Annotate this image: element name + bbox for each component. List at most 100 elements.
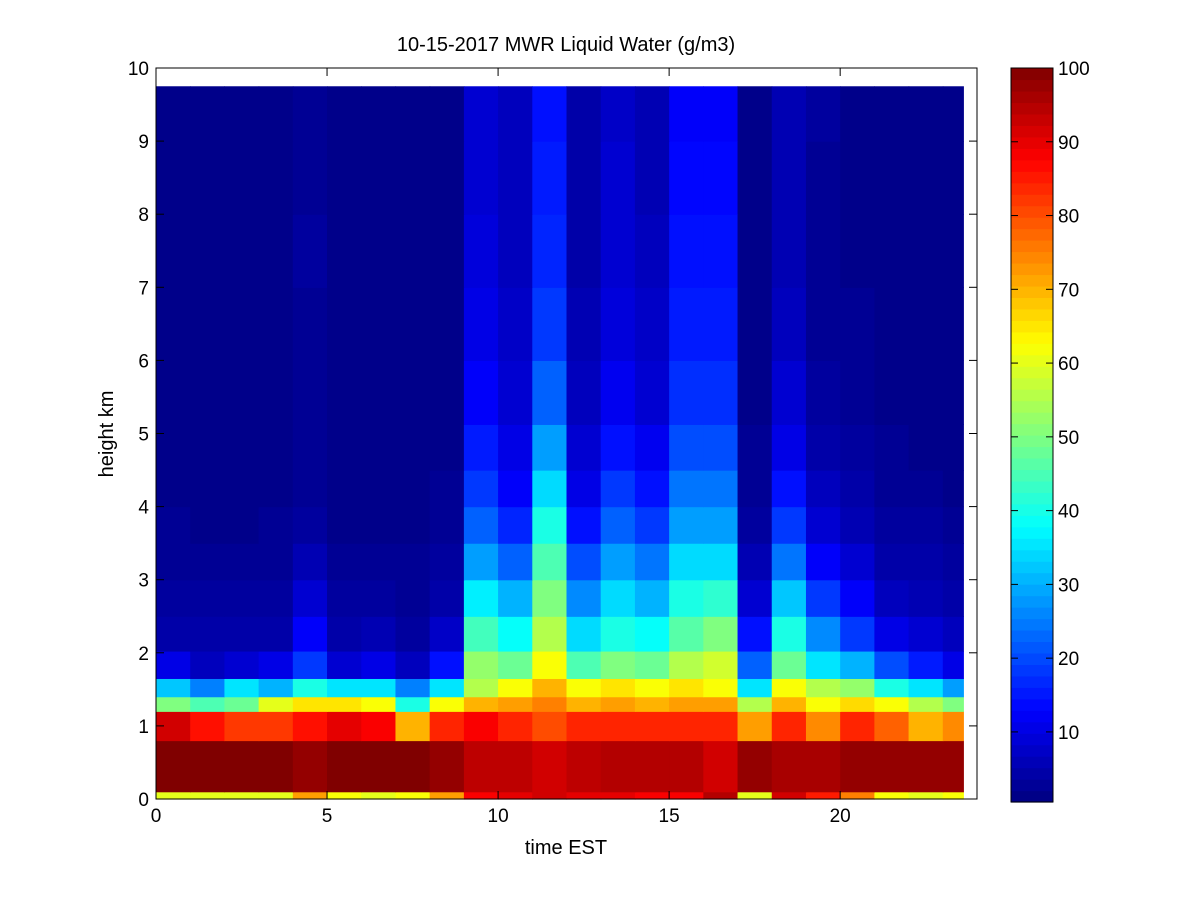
colorbar-segment [1011, 629, 1053, 643]
heatmap-cell [942, 696, 964, 712]
heatmap-cell [190, 141, 226, 215]
x-tick-label: 10 [488, 806, 509, 827]
heatmap-cell [874, 678, 910, 698]
heatmap-cell [429, 470, 465, 508]
heatmap-cell [292, 470, 328, 508]
heatmap-cell [805, 360, 841, 425]
heatmap-cell [771, 214, 807, 288]
heatmap-cell [874, 506, 910, 544]
heatmap-cell [600, 678, 636, 698]
y-tick-label: 5 [138, 425, 149, 446]
heatmap-cell [874, 791, 910, 800]
colorbar-segment [1011, 607, 1053, 620]
heatmap-cell [566, 791, 602, 800]
colorbar-tick-label: 100 [1058, 59, 1090, 80]
heatmap-cell [498, 678, 533, 698]
heatmap-cell [805, 543, 841, 581]
heatmap-cell [669, 650, 704, 679]
heatmap-cell [942, 470, 964, 508]
heatmap-cell [840, 711, 875, 742]
heatmap-cell [840, 543, 875, 581]
heatmap-cell [395, 711, 431, 742]
heatmap-cell [703, 506, 739, 544]
colorbar-segment [1011, 652, 1053, 665]
heatmap-cell [532, 141, 568, 215]
colorbar-segment [1011, 113, 1053, 126]
heatmap-cell [805, 740, 841, 793]
heatmap-cell [258, 86, 294, 142]
heatmap-cell [805, 579, 841, 617]
colorbar-segment [1011, 148, 1053, 161]
heatmap-cell [156, 740, 191, 793]
colorbar-segment [1011, 297, 1053, 310]
heatmap-cell [532, 470, 568, 508]
heatmap-cell [703, 650, 739, 679]
heatmap-cell [566, 470, 602, 508]
heatmap-cell [703, 141, 739, 215]
heatmap-cell [600, 650, 636, 679]
heatmap-cell [669, 678, 704, 698]
heatmap-cell [292, 360, 328, 425]
x-tick-label: 20 [830, 806, 851, 827]
heatmap-cell [942, 424, 964, 471]
heatmap-cell [805, 141, 841, 215]
heatmap-cell [634, 424, 670, 471]
heatmap-cell [634, 86, 670, 142]
y-tick-label: 6 [138, 351, 149, 372]
heatmap-cell [463, 86, 499, 142]
heatmap-cell [669, 424, 704, 471]
y-tick-label: 4 [138, 498, 149, 519]
heatmap-cell [908, 791, 944, 800]
heatmap-cell [771, 141, 807, 215]
colorbar-segment [1011, 526, 1053, 539]
heatmap-cell [874, 141, 910, 215]
heatmap-cell [498, 650, 533, 679]
colorbar-segment [1011, 561, 1053, 574]
heatmap-cell [156, 791, 191, 800]
heatmap-cell [498, 470, 533, 508]
colorbar-ticks: 10 20 30 40 50 60 70 80 90 100 [1011, 59, 1090, 744]
heatmap-cell [600, 287, 636, 361]
heatmap-cell [224, 470, 260, 508]
heatmap-cell [224, 287, 260, 361]
heatmap-cell [600, 791, 636, 800]
heatmap-cell [429, 711, 465, 742]
heatmap-cell [463, 740, 499, 793]
heatmap-cell [224, 678, 260, 698]
heatmap-cell [942, 650, 964, 679]
heatmap-cell [327, 543, 362, 581]
heatmap-cell [327, 740, 362, 793]
heatmap-cell [429, 740, 465, 793]
heatmap-cell [327, 470, 362, 508]
heatmap-cell [327, 711, 362, 742]
colorbar-segment [1011, 733, 1053, 746]
heatmap-cell [737, 86, 773, 142]
heatmap-cell [703, 696, 739, 712]
colorbar-segment [1011, 423, 1053, 436]
heatmap-cell [840, 141, 875, 215]
heatmap-cell [156, 696, 191, 712]
heatmap-cell [463, 470, 499, 508]
heatmap-cell [566, 543, 602, 581]
colorbar-segment [1011, 756, 1053, 769]
heatmap-cell [327, 616, 362, 652]
heatmap-cell [942, 791, 964, 800]
heatmap-cell [874, 740, 910, 793]
heatmap-cell [156, 579, 191, 617]
heatmap-cell [361, 678, 397, 698]
heatmap-cell [600, 696, 636, 712]
heatmap-cell [532, 650, 568, 679]
heatmap-cell [395, 616, 431, 652]
heatmap-cell [429, 579, 465, 617]
heatmap-cell [327, 579, 362, 617]
heatmap-cell [463, 360, 499, 425]
heatmap-cell [737, 470, 773, 508]
heatmap-cell [463, 214, 499, 288]
heatmap-cell [258, 543, 294, 581]
heatmap-cell [908, 696, 944, 712]
heatmap-cell [737, 740, 773, 793]
heatmap-cell [327, 214, 362, 288]
heatmap-cell [908, 287, 944, 361]
colorbar-segment [1011, 136, 1053, 149]
heatmap-cell [908, 360, 944, 425]
